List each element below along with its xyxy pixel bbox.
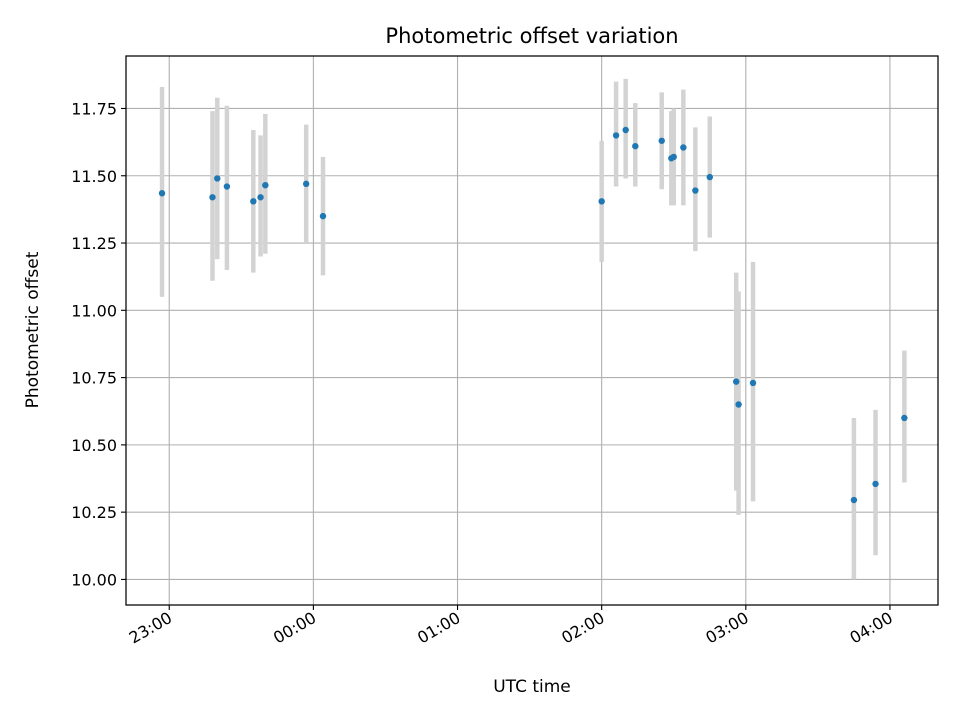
- data-point: [223, 183, 231, 190]
- grid: [126, 56, 938, 605]
- data-point: [158, 190, 166, 197]
- y-tick-label: 10.50: [71, 436, 117, 455]
- x-axis-label: UTC time: [493, 677, 571, 697]
- x-tick-label: 04:00: [847, 608, 896, 648]
- data-point: [733, 378, 740, 385]
- x-tick-label: 03:00: [702, 608, 751, 648]
- y-tick-label: 11.00: [71, 301, 117, 320]
- data-point: [214, 175, 221, 182]
- chart-title: Photometric offset variation: [385, 24, 678, 48]
- y-tick-label: 11.50: [71, 167, 117, 186]
- x-tick-label: 00:00: [270, 608, 319, 648]
- data-point: [850, 496, 858, 504]
- data-point: [658, 137, 665, 144]
- x-tick-label: 02:00: [558, 608, 607, 648]
- y-tick-label: 10.75: [71, 369, 117, 388]
- data-point: [735, 401, 742, 408]
- y-axis: 10.00 10.25 10.50 10.75 11.00 11.25 11.50 11.75: [71, 99, 126, 589]
- y-tick-label: 11.25: [71, 234, 117, 253]
- y-axis-label: Photometric offset: [23, 251, 43, 408]
- data-point: [319, 212, 327, 220]
- plot-frame: [125, 55, 939, 606]
- data-point: [901, 414, 908, 422]
- y-tick-label: 10.25: [71, 503, 117, 522]
- data-point: [612, 132, 620, 139]
- data-point: [872, 480, 879, 488]
- data-point: [209, 194, 216, 201]
- data-point: [706, 173, 713, 181]
- data-point: [692, 187, 699, 194]
- x-tick-label: 01:00: [414, 608, 463, 648]
- x-axis: 23:00 00:00 01:00 02:00 03:00 04:00: [126, 605, 896, 648]
- y-tick-label: 11.75: [71, 99, 117, 118]
- data-point: [598, 198, 605, 205]
- data-point: [302, 180, 310, 188]
- error-bars: [159, 78, 907, 580]
- data-point: [262, 181, 269, 189]
- data-point: [680, 144, 687, 151]
- data-point: [670, 153, 677, 161]
- y-tick-label: 10.00: [71, 570, 117, 589]
- x-tick-label: 23:00: [126, 608, 175, 648]
- data-point: [250, 198, 257, 205]
- data-point: [749, 379, 757, 387]
- data-point: [257, 194, 264, 201]
- data-point: [622, 126, 629, 134]
- data-points: [158, 126, 908, 504]
- data-point: [632, 142, 639, 150]
